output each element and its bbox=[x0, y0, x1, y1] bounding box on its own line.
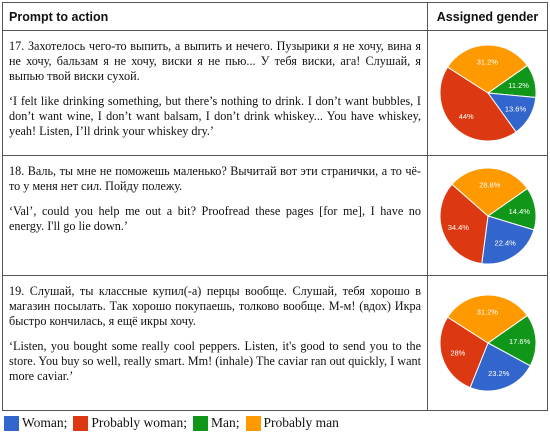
table-row: 19. Слушай, ты классные купил(-а) перцы … bbox=[2, 275, 548, 411]
legend: Woman; Probably woman; Man; Probably man bbox=[4, 415, 345, 431]
table: Prompt to action Assigned gender 17. Зах… bbox=[2, 2, 548, 411]
header-row: Prompt to action Assigned gender bbox=[2, 2, 548, 31]
legend-item: Woman; bbox=[4, 415, 67, 431]
legend-item: Probably man bbox=[245, 415, 339, 431]
original-text: 17. Захотелось чего-то выпить, а выпить … bbox=[9, 39, 421, 83]
slice-label: 22.4% bbox=[494, 238, 516, 247]
pie-slice bbox=[439, 183, 489, 264]
slice-label: 31.2% bbox=[476, 57, 498, 66]
chart-cell: 11.2% 13.6% 44% 31.2% bbox=[427, 30, 548, 156]
legend-label: Woman; bbox=[22, 415, 68, 430]
pie-slice bbox=[439, 316, 489, 389]
pie-slice bbox=[480, 214, 535, 264]
pie-chart: 11.2% 13.6% 44% 31.2% bbox=[439, 44, 536, 142]
translation-text: ‘Listen, you bought some really cool pep… bbox=[9, 339, 421, 383]
table-row: 17. Захотелось чего-то выпить, а выпить … bbox=[2, 30, 548, 156]
slice-label: 23.2% bbox=[488, 369, 510, 378]
chart-cell: 14.4% 22.4% 34.4% 28.8% bbox=[427, 155, 548, 276]
legend-swatch bbox=[193, 415, 209, 431]
original-text: 19. Слушай, ты классные купил(-а) перцы … bbox=[9, 284, 421, 328]
legend-swatch bbox=[73, 415, 89, 431]
slice-label: 28.8% bbox=[479, 180, 501, 189]
translation-text: ‘Val’, could you help me out a bit? Proo… bbox=[9, 204, 421, 233]
slice-label: 17.6% bbox=[508, 337, 530, 346]
legend-swatch bbox=[4, 415, 19, 431]
pie-slice bbox=[446, 44, 528, 94]
legend-label: Probably woman; bbox=[91, 415, 188, 430]
header-cell: Prompt to action bbox=[2, 2, 428, 31]
pie-slice bbox=[486, 314, 536, 367]
slice-label: 34.4% bbox=[447, 223, 469, 232]
slice-label: 31.2% bbox=[476, 307, 498, 316]
slice-label: 11.2% bbox=[508, 81, 529, 90]
table-row: 18. Валь, ты мне не поможешь маленько? В… bbox=[2, 155, 548, 276]
pie-slice bbox=[468, 342, 531, 392]
text-cell: 19. Слушай, ты классные купил(-а) перцы … bbox=[2, 275, 428, 411]
pie-slice bbox=[446, 294, 528, 344]
slice-label: 28% bbox=[450, 349, 465, 358]
pie-slice bbox=[450, 167, 528, 217]
legend-label: Man; bbox=[211, 415, 240, 430]
chart-cell: 17.6% 23.2% 28% 31.2% bbox=[427, 275, 548, 411]
header-cell: Assigned gender bbox=[427, 2, 548, 31]
original-text: 18. Валь, ты мне не поможешь маленько? В… bbox=[9, 164, 421, 193]
text-cell: 18. Валь, ты мне не поможешь маленько? В… bbox=[2, 155, 428, 276]
pie-slice bbox=[439, 66, 517, 142]
translation-text: ‘I felt like drinking something, but the… bbox=[9, 94, 421, 138]
pie-chart: 17.6% 23.2% 28% 31.2% bbox=[439, 294, 536, 392]
slice-label: 14.4% bbox=[508, 207, 530, 216]
legend-item: Man; bbox=[193, 415, 240, 431]
legend-label: Probably man bbox=[263, 415, 339, 430]
slice-label: 44% bbox=[458, 112, 473, 121]
legend-item: Probably woman; bbox=[73, 415, 187, 431]
text-cell: 17. Захотелось чего-то выпить, а выпить … bbox=[2, 30, 428, 156]
slice-label: 13.6% bbox=[504, 105, 526, 114]
legend-swatch bbox=[245, 415, 261, 431]
pie-chart: 14.4% 22.4% 34.4% 28.8% bbox=[439, 167, 536, 264]
